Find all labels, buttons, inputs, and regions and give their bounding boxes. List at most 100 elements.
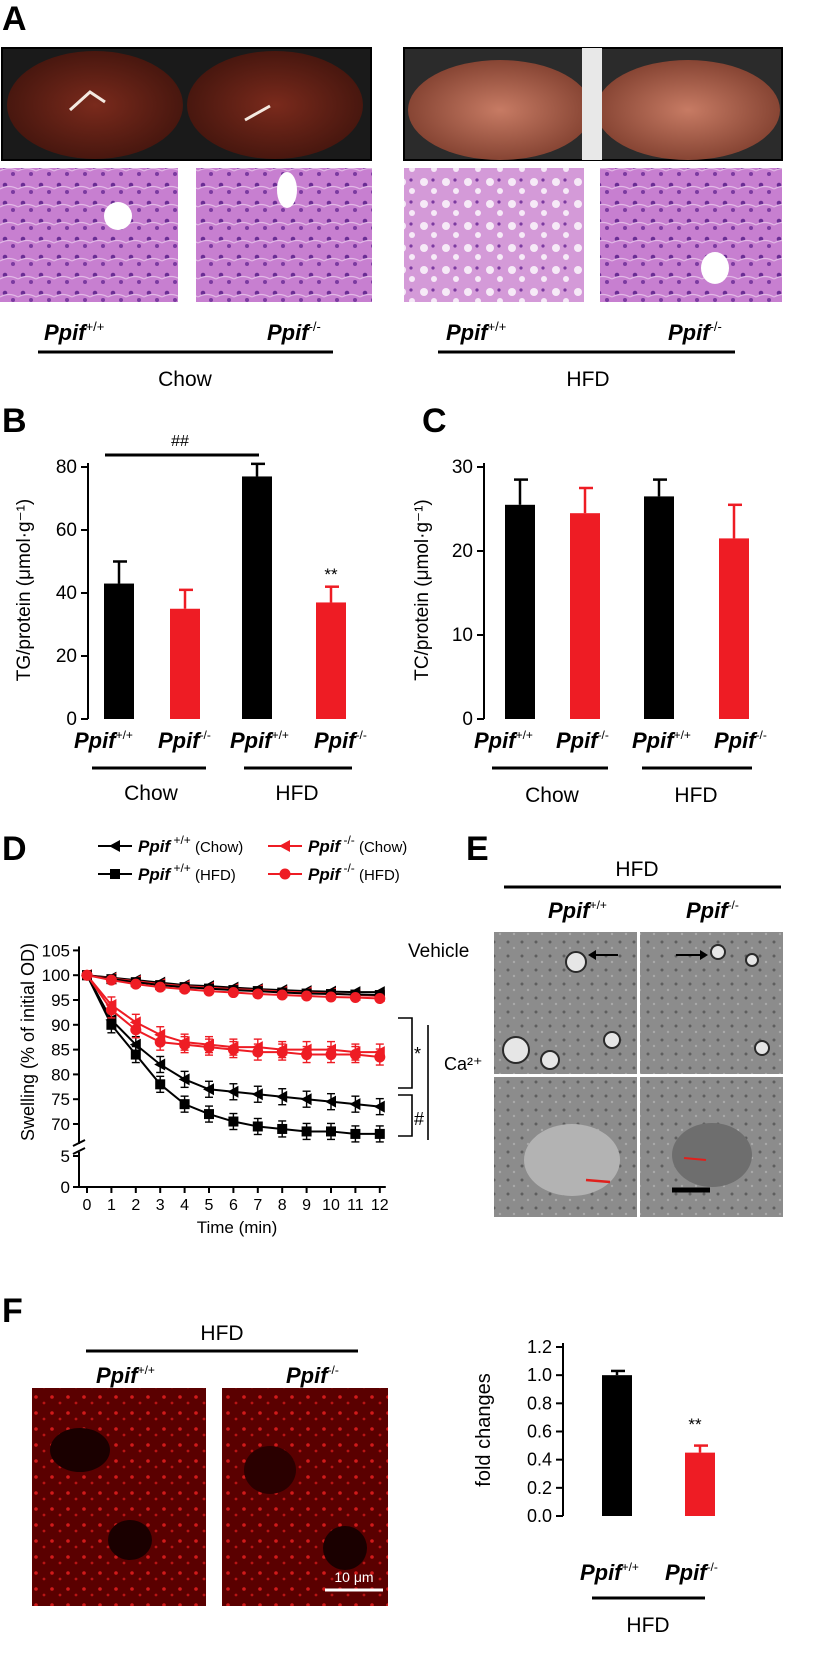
f-y-tick-label: 0.6 [527, 1422, 552, 1442]
d-data-point [203, 1041, 215, 1053]
e-group-label: HFD [615, 858, 658, 881]
svg-text:Ppif-/-: Ppif-/- [665, 1560, 718, 1585]
c-y-tick-label: 20 [452, 541, 473, 562]
geno-f-wt: Ppif [96, 1363, 140, 1388]
panel-letter-d: D [2, 830, 27, 868]
geno-b-4: Ppif [314, 728, 358, 753]
liver-photo-chow [1, 47, 372, 161]
d-x-tick-label: 11 [347, 1197, 364, 1214]
panel-letter-f: F [2, 1292, 23, 1330]
geno-c-2: Ppif [556, 728, 600, 753]
c-y-axis-label: TC/protein (μmol·g⁻¹) [412, 499, 433, 680]
d-x-tick-label: 5 [205, 1197, 214, 1214]
panel-letter-e: E [466, 830, 489, 868]
chart-f: 0.0 0.2 0.4 0.6 0.8 1.0 1.2 [527, 1337, 715, 1526]
c-group-chow: Chow [525, 784, 580, 807]
fluorescence-image-wt [32, 1388, 206, 1606]
d-data-point [110, 869, 120, 879]
d-data-point [279, 840, 290, 852]
d-data-point [301, 1126, 312, 1137]
d-x-tick-label: 0 [83, 1197, 92, 1214]
svg-text:Ppif-/-: Ppif-/- [686, 898, 739, 923]
svg-text:Ppif+/+: Ppif+/+ [44, 319, 104, 345]
d-axis-break-mark [72, 1139, 86, 1147]
d-data-point [277, 1123, 288, 1134]
f-y-tick-label: 1.2 [527, 1337, 552, 1357]
d-legend-label: Ppif +/+ (HFD) [138, 861, 236, 884]
geno-e-ko: Ppif [686, 898, 730, 923]
c-y-tick-label: 10 [452, 625, 473, 646]
b-y-tick-label: 80 [56, 457, 77, 478]
d-data-point [130, 1024, 142, 1036]
d-y-tick-label: 5 [61, 1147, 70, 1166]
em-red-arrow-wt [585, 1178, 611, 1184]
d-x-tick-label: 2 [131, 1197, 140, 1214]
panel-f: F HFD Ppif+/+ Ppif-/- 10 μm fold changes… [2, 1292, 718, 1637]
b-bar [242, 476, 272, 719]
d-data-point [325, 1049, 337, 1061]
group-label-chow: Chow [158, 368, 213, 391]
svg-text:Ppif-/-: Ppif-/- [158, 728, 211, 753]
f-y-tick-label: 0.2 [527, 1478, 552, 1498]
d-data-point [155, 1079, 166, 1090]
d-data-point [179, 1039, 191, 1051]
d-data-point [276, 1090, 288, 1103]
d-data-point [204, 1109, 214, 1120]
d-data-point [130, 1049, 141, 1060]
d-data-point [129, 1038, 141, 1051]
b-bar [170, 608, 200, 719]
panel-d: D Ppif +/+ (Chow) Ppif -/- (Chow)Ppif +/+… [2, 830, 483, 1237]
f-chart-group-label: HFD [626, 1614, 669, 1637]
d-x-tick-label: 9 [302, 1197, 311, 1214]
d-data-point [154, 981, 166, 993]
d-data-point [325, 991, 337, 1003]
b-bar [104, 583, 134, 719]
d-data-point [130, 978, 142, 990]
liver-photo-hfd [403, 47, 783, 161]
b-y-tick-label: 60 [56, 520, 77, 541]
d-x-tick-label: 4 [180, 1197, 189, 1214]
f-y-tick-label: 0.8 [527, 1393, 552, 1413]
geno-a-chow-wt: Ppif [44, 320, 88, 345]
b-y-tick-label: 20 [56, 646, 77, 667]
d-y-tick-label: 100 [42, 966, 70, 985]
f-y-tick-label: 0.0 [527, 1506, 552, 1526]
svg-text:Ppif-/-: Ppif-/- [267, 319, 321, 345]
chart-b: 0 20 40 60 80 [56, 457, 346, 730]
f-bar [685, 1452, 715, 1516]
geno-a-chow-ko: Ppif [267, 320, 311, 345]
geno-b-1: Ppif [74, 728, 118, 753]
d-y-tick-label: 80 [51, 1065, 70, 1084]
d-y-tick-label: 70 [51, 1115, 70, 1134]
svg-text:Ppif-/-: Ppif-/- [286, 1363, 339, 1388]
svg-text:Ppif+/+: Ppif+/+ [74, 728, 133, 753]
geno-f-ko: Ppif [286, 1363, 330, 1388]
d-y-axis-label: Swelling (% of initial OD) [18, 943, 38, 1141]
d-x-tick-label: 7 [253, 1197, 262, 1214]
b-y-tick-label: 0 [66, 709, 77, 730]
geno-c-3: Ppif [632, 728, 676, 753]
d-data-point [301, 1049, 313, 1061]
svg-text:Ppif+/+: Ppif+/+ [580, 1560, 639, 1585]
d-x-tick-label: 10 [322, 1197, 340, 1214]
panel-e: E HFD Ppif+/+ Ppif-/- [466, 830, 783, 1217]
d-data-point [373, 1100, 385, 1113]
svg-text:Ppif+/+: Ppif+/+ [230, 728, 289, 753]
d-data-point [203, 985, 215, 997]
c-bar [570, 513, 600, 719]
svg-text:Ppif+/+: Ppif+/+ [96, 1363, 155, 1388]
d-data-point [105, 1004, 117, 1016]
d-data-point [276, 989, 288, 1001]
b-sig-star: ** [324, 565, 338, 584]
panel-letter-a: A [2, 0, 27, 38]
d-data-point [252, 1121, 263, 1132]
d-y-tick-label: 0 [61, 1178, 70, 1197]
d-data-point [106, 1019, 117, 1030]
d-data-point [179, 1099, 190, 1110]
d-data-point [279, 868, 291, 880]
d-x-tick-label: 6 [229, 1197, 238, 1214]
d-data-point [109, 840, 120, 852]
f-group-label: HFD [200, 1322, 243, 1345]
